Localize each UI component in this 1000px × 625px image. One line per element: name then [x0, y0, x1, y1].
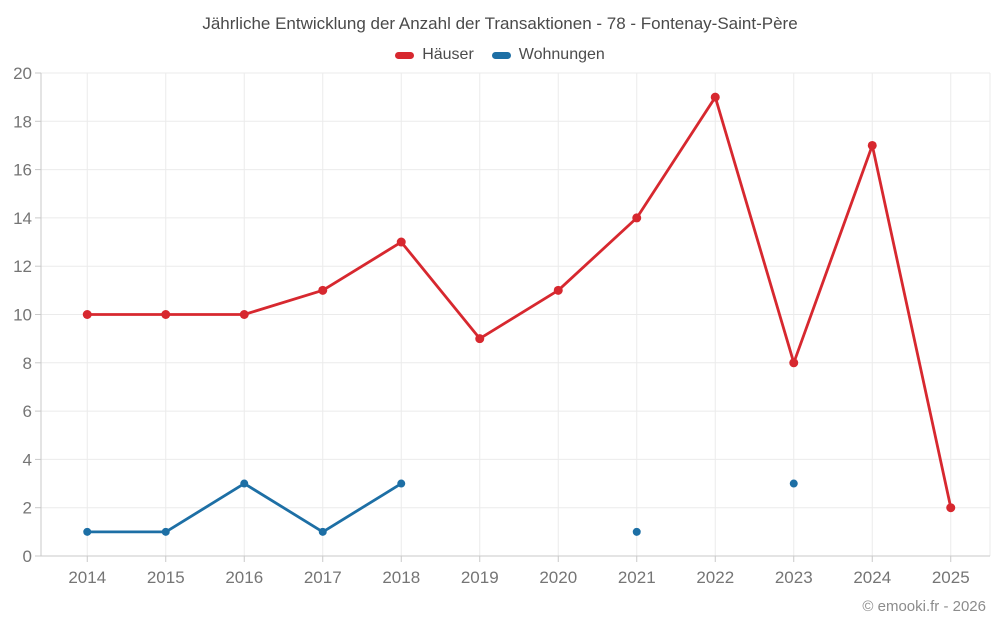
x-axis-label: 2024	[853, 568, 891, 587]
legend-item-wohnungen[interactable]: Wohnungen	[491, 46, 605, 64]
data-point-wohnungen[interactable]	[161, 527, 170, 536]
data-point-haeuser[interactable]	[867, 140, 877, 150]
x-axis-label: 2014	[68, 568, 106, 587]
data-point-haeuser[interactable]	[553, 285, 563, 295]
data-point-wohnungen[interactable]	[83, 527, 92, 536]
x-axis-label: 2023	[775, 568, 813, 587]
y-axis-label: 4	[23, 450, 32, 469]
data-point-haeuser[interactable]	[239, 310, 249, 319]
x-axis-label: 2018	[382, 568, 420, 587]
data-point-haeuser[interactable]	[318, 285, 328, 295]
y-axis-label: 2	[23, 499, 32, 518]
data-point-haeuser[interactable]	[710, 92, 720, 102]
data-point-haeuser[interactable]	[396, 237, 406, 247]
legend-swatch-wohnungen-icon	[491, 51, 511, 59]
x-axis-label: 2019	[461, 568, 499, 587]
legend-swatch-haeuser-icon	[395, 51, 415, 59]
y-axis-label: 12	[13, 257, 32, 276]
data-point-wohnungen[interactable]	[789, 479, 798, 488]
x-axis-label: 2025	[932, 568, 970, 587]
chart-title: Jährliche Entwicklung der Anzahl der Tra…	[202, 14, 798, 33]
x-axis-label: 2017	[304, 568, 342, 587]
y-axis-label: 18	[13, 112, 32, 131]
data-point-haeuser[interactable]	[632, 213, 642, 223]
chart-legend: Häuser Wohnungen	[0, 46, 1000, 64]
x-axis-label: 2022	[696, 568, 734, 587]
copyright-text: © emooki.fr - 2026	[862, 598, 986, 615]
legend-label-haeuser: Häuser	[422, 46, 474, 63]
x-axis-label: 2021	[618, 568, 656, 587]
data-point-haeuser[interactable]	[789, 358, 799, 368]
y-axis-label: 14	[13, 209, 32, 228]
y-axis-label: 20	[13, 64, 32, 83]
x-axis-label: 2015	[147, 568, 185, 587]
y-axis-label: 8	[23, 354, 32, 373]
y-axis-label: 16	[13, 161, 32, 180]
data-point-haeuser[interactable]	[161, 310, 171, 319]
data-point-haeuser[interactable]	[82, 310, 92, 319]
data-point-wohnungen[interactable]	[318, 527, 327, 536]
x-axis-label: 2020	[539, 568, 577, 587]
y-axis-label: 6	[23, 402, 32, 421]
legend-label-wohnungen: Wohnungen	[518, 46, 605, 63]
y-axis-label: 0	[23, 547, 32, 566]
data-point-haeuser[interactable]	[946, 503, 956, 513]
data-point-wohnungen[interactable]	[240, 479, 249, 488]
data-point-wohnungen[interactable]	[632, 527, 641, 536]
series-line-haeuser	[85, 95, 953, 510]
x-axis-label: 2016	[225, 568, 263, 587]
data-point-haeuser[interactable]	[475, 334, 485, 344]
data-point-wohnungen[interactable]	[397, 479, 406, 488]
legend-item-haeuser[interactable]: Häuser	[395, 46, 474, 64]
y-axis-label: 10	[13, 306, 32, 325]
